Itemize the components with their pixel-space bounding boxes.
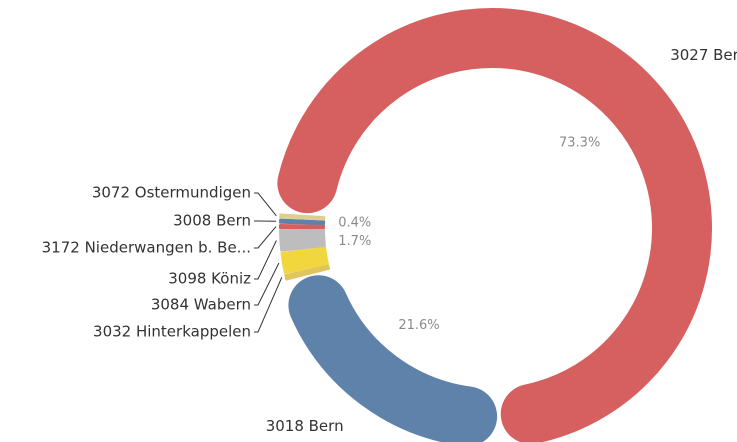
donut-segment xyxy=(277,8,712,442)
value-label: 73.3% xyxy=(559,136,600,151)
segment-label: 3172 Niederwangen b. Be... xyxy=(42,239,251,257)
segment-label: 3072 Ostermundigen xyxy=(92,184,251,202)
value-label: 21.6% xyxy=(398,318,439,333)
leader-line xyxy=(254,262,280,306)
leader-line xyxy=(254,240,277,280)
leader-line xyxy=(254,277,283,333)
segment-label: 3018 Bern xyxy=(266,417,344,435)
value-label: 0.4% xyxy=(338,215,371,230)
donut-segment xyxy=(284,264,331,281)
segment-label: 3027 Bern xyxy=(670,46,737,64)
segment-label: 3032 Hinterkappelen xyxy=(93,323,251,341)
segment-label: 3008 Bern xyxy=(173,212,251,230)
donut-segment xyxy=(288,275,498,442)
donut-segment xyxy=(279,213,326,221)
donut-segment xyxy=(280,246,329,275)
segment-label: 3098 Köniz xyxy=(168,270,251,288)
donut-segment xyxy=(279,228,326,252)
donut-segment xyxy=(279,218,326,225)
leader-line xyxy=(254,226,277,249)
segment-label: 3084 Wabern xyxy=(151,296,251,314)
value-label: 1.7% xyxy=(338,234,371,249)
donut-segment xyxy=(278,223,326,230)
leader-line xyxy=(254,192,277,217)
